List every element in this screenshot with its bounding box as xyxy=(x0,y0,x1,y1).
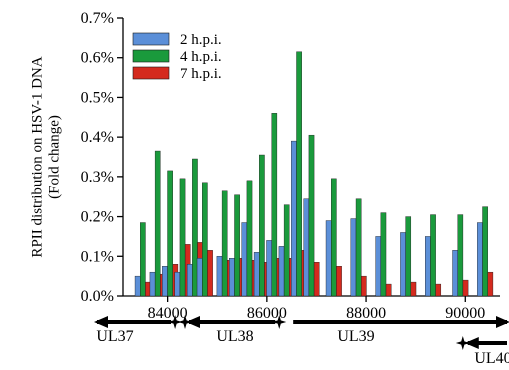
bar xyxy=(149,271,156,297)
bar xyxy=(361,275,367,297)
x-tick-label: 86000 xyxy=(247,305,287,322)
legend-entry: 2 h.p.i. xyxy=(180,32,222,48)
bar xyxy=(331,178,337,297)
legend-entry: 4 h.p.i. xyxy=(180,49,222,65)
bar xyxy=(278,246,285,297)
bar xyxy=(375,236,382,297)
bar xyxy=(313,262,320,297)
bar xyxy=(186,264,193,297)
gene-arrowhead xyxy=(186,316,201,328)
bar xyxy=(291,140,297,297)
bar xyxy=(154,150,161,297)
bar xyxy=(259,154,265,297)
star-marker xyxy=(272,315,287,329)
y-tick-label: 0.3% xyxy=(81,169,114,186)
x-tick-label: 84000 xyxy=(148,305,188,322)
gene-label: UL38 xyxy=(216,328,253,345)
bar xyxy=(229,258,235,297)
bar xyxy=(192,158,198,297)
star-marker xyxy=(168,315,183,329)
bar xyxy=(430,214,436,297)
gene-label: UL37 xyxy=(96,328,133,345)
bar xyxy=(174,271,181,297)
bar xyxy=(435,283,442,297)
bar xyxy=(355,198,362,297)
bar xyxy=(380,212,387,297)
bar xyxy=(134,275,141,297)
bar-series-group xyxy=(134,51,494,297)
bar xyxy=(385,283,392,297)
bar xyxy=(410,281,417,297)
bar xyxy=(140,222,146,297)
y-axis: 0.0% 0.1% 0.2% 0.3% 0.4% 0.5% 0.6% 0.7% xyxy=(81,10,124,305)
bar xyxy=(452,250,458,297)
bar xyxy=(336,266,342,297)
bar xyxy=(162,266,168,297)
legend-swatch xyxy=(132,49,170,63)
legend-swatch xyxy=(132,66,170,80)
gene-arrowhead xyxy=(464,337,479,349)
y-axis-label-line: RPII distribution on HSV-1 DNA xyxy=(29,56,45,257)
y-tick-label: 0.7% xyxy=(81,10,114,27)
bar xyxy=(303,198,310,297)
bar xyxy=(271,113,278,297)
bar xyxy=(241,222,248,297)
bar xyxy=(350,218,357,297)
y-tick-label: 0.1% xyxy=(81,248,114,265)
gene-map: UL37 UL38 UL39 UL40 xyxy=(94,315,509,367)
bar xyxy=(179,178,186,297)
y-tick-label: 0.6% xyxy=(81,50,114,67)
bar xyxy=(234,194,240,297)
legend-swatch xyxy=(132,32,170,46)
bar xyxy=(308,134,315,297)
bar xyxy=(405,216,412,297)
y-axis-label: RPII distribution on HSV-1 DNA (Fold chan… xyxy=(29,56,62,257)
bar xyxy=(283,204,290,297)
y-axis-label-line: (Fold change) xyxy=(46,115,62,199)
x-tick-label: 88000 xyxy=(346,305,386,322)
bar xyxy=(266,240,272,297)
legend-entry: 7 h.p.i. xyxy=(180,66,222,82)
x-axis: 84000 86000 88000 90000 xyxy=(123,295,500,322)
bar xyxy=(196,258,203,297)
bar xyxy=(462,279,469,297)
x-tick-label: 90000 xyxy=(445,305,485,322)
bar xyxy=(487,271,494,297)
gene-arrowhead xyxy=(94,316,108,328)
star-marker xyxy=(178,315,193,329)
bar xyxy=(253,252,260,297)
bar xyxy=(296,51,302,297)
gene-label: UL39 xyxy=(337,328,374,345)
legend: 2 h.p.i.4 h.p.i.7 h.p.i. xyxy=(132,32,222,82)
y-tick-label: 0.4% xyxy=(81,129,114,146)
bar xyxy=(202,182,208,297)
y-tick-label: 0.0% xyxy=(81,288,114,305)
bar xyxy=(477,222,483,297)
gene-label: UL40 xyxy=(474,350,509,367)
bar xyxy=(325,220,332,297)
bar xyxy=(400,232,406,297)
bar xyxy=(425,236,431,297)
y-tick-label: 0.2% xyxy=(81,209,114,226)
gene-arrowhead xyxy=(496,316,509,328)
bar xyxy=(207,250,213,297)
star-marker xyxy=(455,336,470,350)
bar xyxy=(246,180,253,297)
bar xyxy=(482,206,488,297)
bar xyxy=(221,190,228,297)
bar xyxy=(216,256,223,297)
bar xyxy=(457,214,464,297)
bar xyxy=(167,170,173,297)
y-tick-label: 0.5% xyxy=(81,89,114,106)
